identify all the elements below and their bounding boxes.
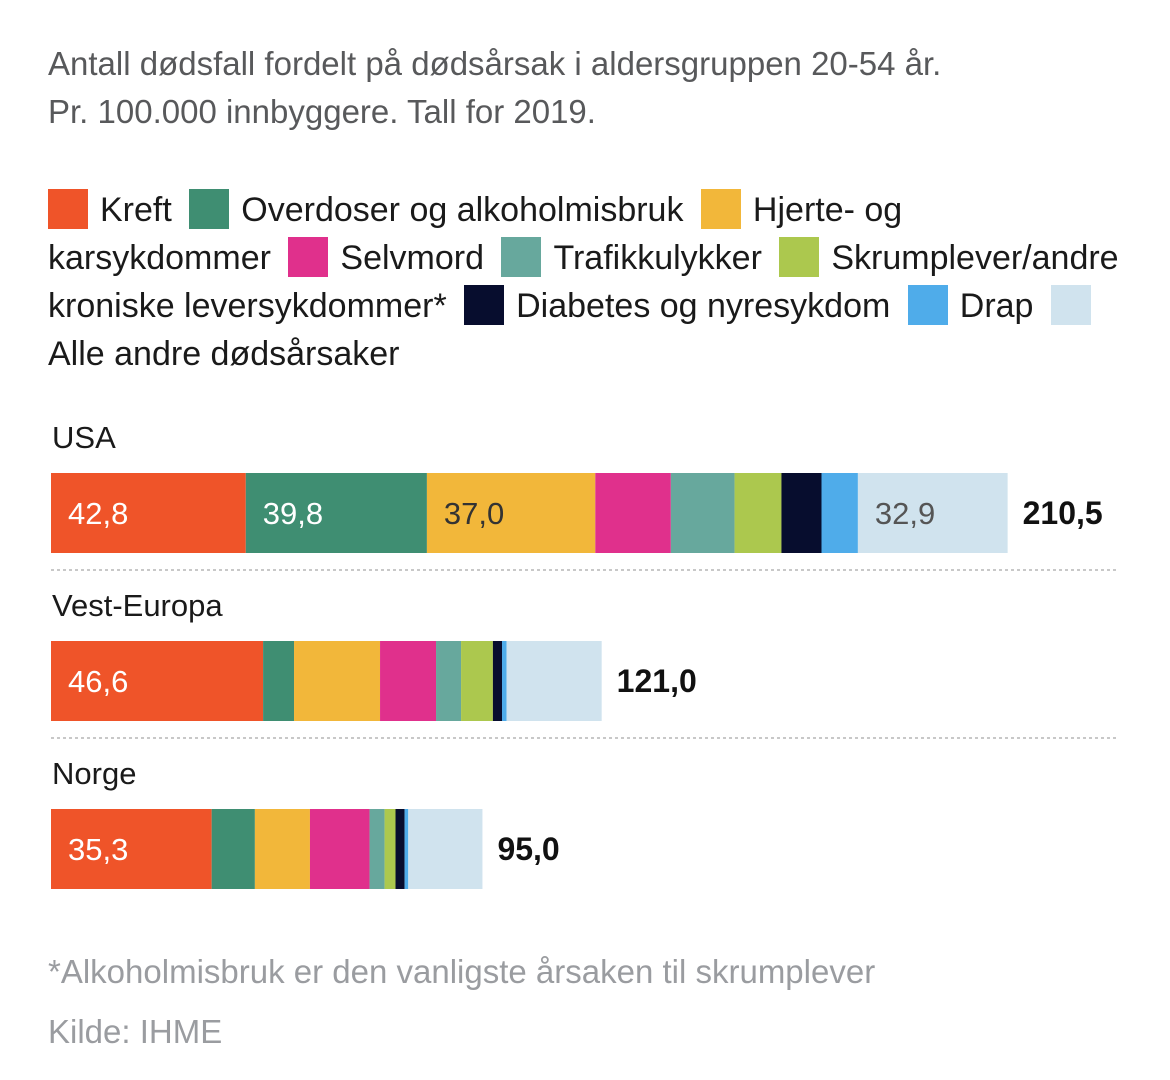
legend-item: Diabetes og nyresykdom xyxy=(464,285,891,325)
footnote: *Alkoholmisbruk er den vanligste årsaken… xyxy=(48,953,876,990)
legend-label: Kreft xyxy=(100,191,172,229)
legend-item: Overdoser og alkoholmisbruk xyxy=(189,189,684,229)
legend-swatch xyxy=(700,189,741,229)
chart-legend: Kreft Overdoser og alkoholmisbruk Hjerte… xyxy=(48,186,1128,378)
legend-swatch xyxy=(501,237,542,277)
bar-segment xyxy=(821,473,858,553)
subtitle-line-2: Pr. 100.000 innbyggere. Tall for 2019. xyxy=(48,93,596,130)
bar-segment xyxy=(595,473,671,553)
legend-item: Alle andre dødsårsaker xyxy=(48,285,1103,373)
data-label: 37,0 xyxy=(444,496,504,531)
bar-segment xyxy=(492,641,503,721)
legend-label: Selvmord xyxy=(340,239,484,277)
total-label: 210,5 xyxy=(1023,495,1103,531)
data-label: 39,8 xyxy=(263,496,323,531)
data-label: 35,3 xyxy=(68,832,128,867)
bar-segment xyxy=(51,641,264,721)
legend-item: Drap xyxy=(907,285,1034,325)
subtitle-line-1: Antall dødsfall fordelt på dødsårsak i a… xyxy=(48,45,942,82)
bar-segment xyxy=(404,809,409,889)
legend-label: Overdoser og alkoholmisbruk xyxy=(241,191,684,229)
legend-label: Alle andre dødsårsaker xyxy=(48,335,400,373)
bar-segment xyxy=(245,473,427,553)
legend-swatch xyxy=(779,237,820,277)
legend-swatch xyxy=(464,285,505,325)
legend-item: Skrumplever/andre kroniske leversykdomme… xyxy=(48,237,1119,325)
bar-segment xyxy=(369,809,385,889)
bar-segment xyxy=(263,641,295,721)
legend-label: Trafikkulykker xyxy=(553,239,762,277)
data-label: 46,6 xyxy=(68,664,128,699)
bar-segment xyxy=(309,809,370,889)
total-label: 95,0 xyxy=(497,831,559,867)
bar-segment xyxy=(211,809,255,889)
legend-item: Hjerte- og karsykdommer xyxy=(48,189,903,277)
bar-segment xyxy=(670,473,735,553)
bar-segment xyxy=(502,641,507,721)
legend-label: Skrumplever/andre kroniske leversykdomme… xyxy=(48,239,1119,325)
bar-segment xyxy=(461,641,493,721)
bar-segment xyxy=(781,473,822,553)
bar-segment xyxy=(408,809,483,889)
legend-swatch xyxy=(288,237,329,277)
category-label: Vest-Europa xyxy=(52,588,223,623)
total-label: 121,0 xyxy=(617,663,697,699)
bar-segment xyxy=(857,473,1008,553)
data-label: 32,9 xyxy=(875,496,935,531)
category-label: Norge xyxy=(52,756,136,791)
bar-segment xyxy=(436,641,462,721)
bar-segment xyxy=(384,809,396,889)
bar-segment xyxy=(506,641,602,721)
legend-swatch xyxy=(48,189,88,229)
legend-item: Selvmord xyxy=(288,237,484,277)
bar-segment xyxy=(51,809,212,889)
bar-segment xyxy=(254,809,310,889)
bar-segment xyxy=(294,641,381,721)
bar-segment xyxy=(426,473,596,553)
legend-item: Trafikkulykker xyxy=(501,237,762,277)
legend-swatch xyxy=(907,285,948,325)
data-label: 42,8 xyxy=(68,496,128,531)
legend-swatch xyxy=(189,189,230,229)
legend-label: Drap xyxy=(959,287,1034,325)
legend-swatch xyxy=(1050,285,1091,325)
bar-segment xyxy=(395,809,405,889)
legend-label: Diabetes og nyresykdom xyxy=(516,287,891,325)
legend-item: Kreft xyxy=(48,189,172,229)
category-label: USA xyxy=(52,420,116,455)
bar-segment xyxy=(380,641,437,721)
bar-segment xyxy=(51,473,246,553)
source-note: Kilde: IHME xyxy=(48,1013,223,1050)
bar-segment xyxy=(734,473,782,553)
chart-subtitle: Antall dødsfall fordelt på dødsårsak i a… xyxy=(48,40,1128,136)
legend-label: Hjerte- og karsykdommer xyxy=(48,191,903,277)
